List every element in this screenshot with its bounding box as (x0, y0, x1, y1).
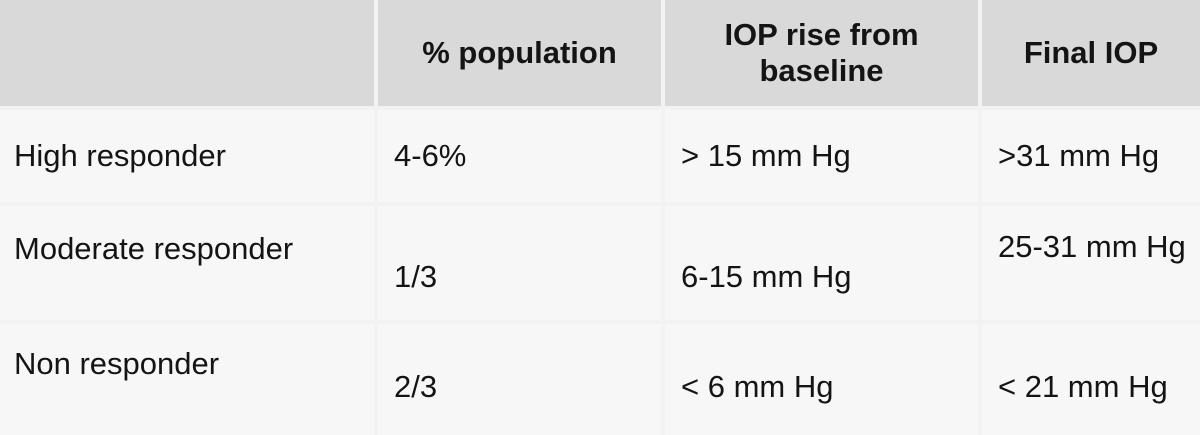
cell-text: 1/3 (394, 259, 438, 294)
cell-text: 2/3 (394, 368, 438, 404)
header-label: Final IOP (1023, 35, 1159, 70)
table-cell: 2/3 (378, 324, 661, 435)
table-row: Non responder 2/3 < 6 mm Hg < 21 mm Hg (0, 324, 1200, 435)
table-cell: Non responder (0, 324, 374, 435)
cell-text: 25-31 mm Hg (998, 229, 1186, 264)
cell-text: > 15 mm Hg (681, 138, 851, 173)
cell-text: High responder (14, 138, 226, 173)
cell-text: >31 mm Hg (998, 138, 1160, 173)
table-cell: 6-15 mm Hg (665, 206, 978, 320)
table-cell: 1/3 (378, 206, 661, 320)
cell-text: 4-6% (394, 138, 467, 173)
table-header-row: % population IOP rise from baseline Fina… (0, 0, 1200, 106)
header-cell-final-iop: Final IOP (982, 0, 1200, 106)
header-cell-population: % population (378, 0, 661, 106)
table-cell: < 6 mm Hg (665, 324, 978, 435)
cell-text: Moderate responder (14, 231, 294, 266)
table-cell: 25-31 mm Hg (982, 206, 1200, 320)
cell-text: < 21 mm Hg (998, 368, 1168, 404)
table-cell: High responder (0, 110, 374, 202)
header-label: IOP rise from baseline (724, 17, 919, 88)
header-cell-iop-rise: IOP rise from baseline (665, 0, 978, 106)
cell-text: 6-15 mm Hg (681, 259, 852, 294)
table-cell: Moderate responder (0, 206, 374, 320)
header-cell-empty (0, 0, 374, 106)
table-cell: >31 mm Hg (982, 110, 1200, 202)
table-row: High responder 4-6% > 15 mm Hg >31 mm Hg (0, 110, 1200, 202)
table-cell: > 15 mm Hg (665, 110, 978, 202)
table-cell: 4-6% (378, 110, 661, 202)
header-label: % population (422, 35, 617, 70)
cell-text: < 6 mm Hg (681, 368, 834, 404)
table-row: Moderate responder 1/3 6-15 mm Hg 25-31 … (0, 206, 1200, 320)
table-cell: < 21 mm Hg (982, 324, 1200, 435)
cell-text: Non responder (14, 346, 220, 381)
